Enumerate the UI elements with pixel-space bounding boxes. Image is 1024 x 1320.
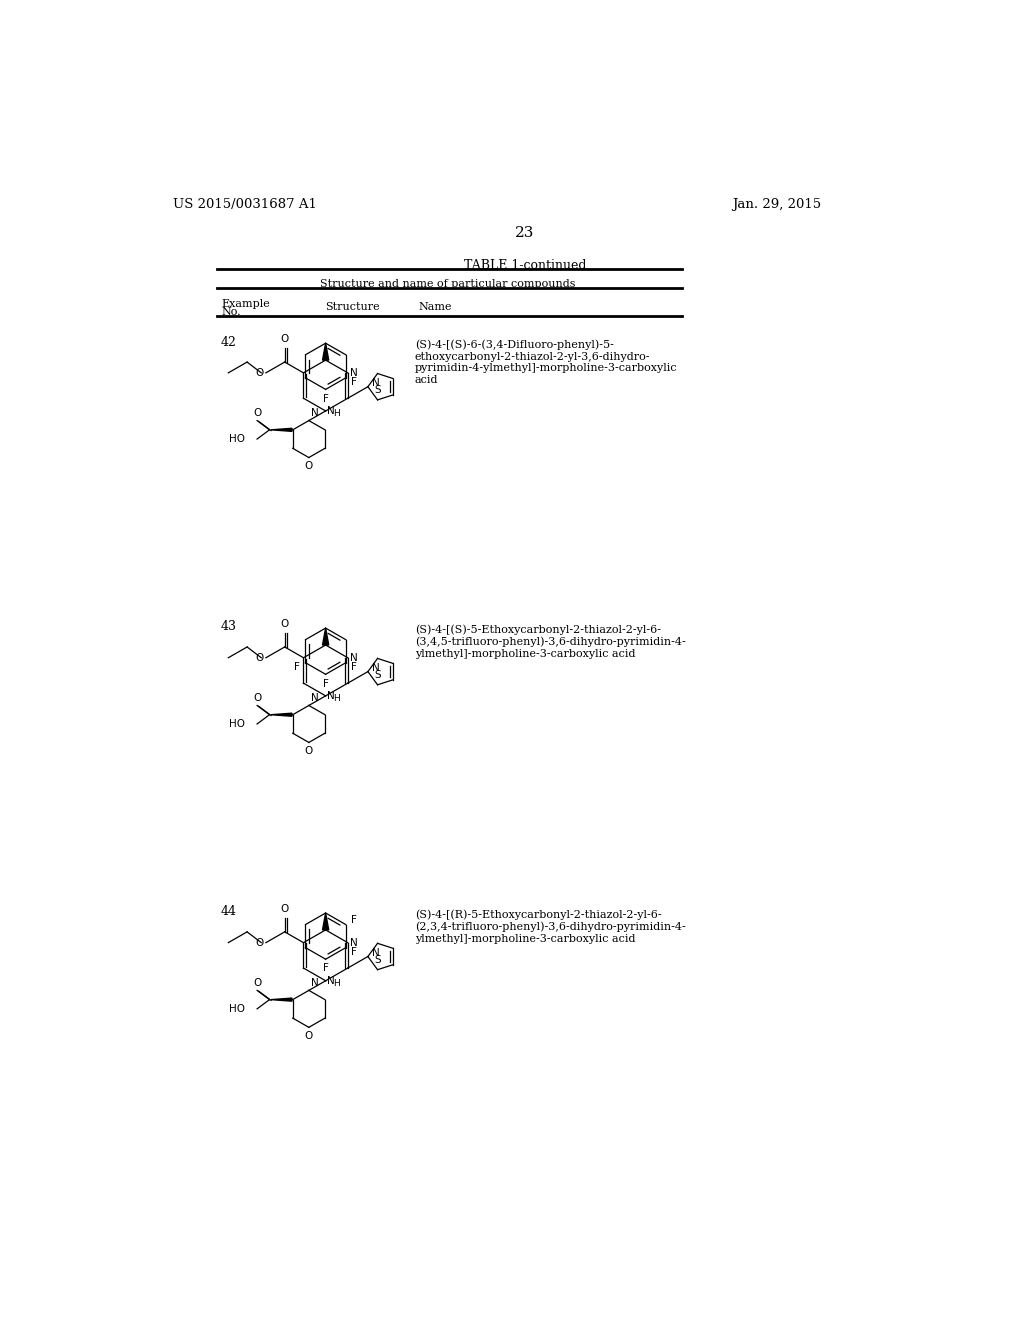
Text: N: N bbox=[350, 937, 357, 948]
Text: O: O bbox=[305, 462, 313, 471]
Text: F: F bbox=[323, 964, 329, 973]
Text: N: N bbox=[372, 948, 380, 958]
Text: N: N bbox=[328, 407, 335, 416]
Text: F: F bbox=[323, 678, 329, 689]
Text: N: N bbox=[350, 653, 357, 663]
Text: H: H bbox=[334, 694, 340, 702]
Text: O: O bbox=[281, 904, 289, 915]
Text: N: N bbox=[350, 368, 357, 378]
Text: 44: 44 bbox=[221, 906, 237, 919]
Text: Name: Name bbox=[419, 302, 453, 313]
Text: F: F bbox=[351, 948, 356, 957]
Polygon shape bbox=[271, 428, 292, 432]
Text: O: O bbox=[281, 619, 289, 630]
Text: 43: 43 bbox=[221, 620, 237, 634]
Text: N: N bbox=[311, 408, 318, 418]
Text: (S)-4-[(R)-5-Ethoxycarbonyl-2-thiazol-2-yl-6-
(2,3,4-trifluoro-phenyl)-3,6-dihyd: (S)-4-[(R)-5-Ethoxycarbonyl-2-thiazol-2-… bbox=[415, 909, 685, 944]
Text: F: F bbox=[295, 663, 300, 672]
Text: O: O bbox=[254, 693, 262, 704]
Text: Example: Example bbox=[221, 298, 269, 309]
Text: N: N bbox=[311, 693, 318, 704]
Text: TABLE 1-continued: TABLE 1-continued bbox=[464, 259, 586, 272]
Text: HO: HO bbox=[228, 434, 245, 444]
Text: S: S bbox=[374, 671, 381, 680]
Polygon shape bbox=[323, 628, 329, 645]
Text: F: F bbox=[351, 663, 356, 672]
Text: (S)-4-[(S)-5-Ethoxycarbonyl-2-thiazol-2-yl-6-
(3,4,5-trifluoro-phenyl)-3,6-dihyd: (S)-4-[(S)-5-Ethoxycarbonyl-2-thiazol-2-… bbox=[415, 624, 685, 659]
Polygon shape bbox=[323, 343, 329, 360]
Text: O: O bbox=[281, 334, 289, 345]
Text: N: N bbox=[372, 378, 380, 388]
Text: S: S bbox=[374, 956, 381, 965]
Text: O: O bbox=[305, 1031, 313, 1041]
Polygon shape bbox=[323, 913, 329, 929]
Text: O: O bbox=[255, 653, 263, 663]
Text: O: O bbox=[305, 746, 313, 756]
Text: Jan. 29, 2015: Jan. 29, 2015 bbox=[732, 198, 821, 211]
Text: N: N bbox=[328, 975, 335, 986]
Text: HO: HO bbox=[228, 719, 245, 729]
Text: HO: HO bbox=[228, 1005, 245, 1014]
Text: F: F bbox=[323, 393, 329, 404]
Text: 42: 42 bbox=[221, 335, 237, 348]
Text: 23: 23 bbox=[515, 226, 535, 240]
Text: F: F bbox=[351, 378, 356, 388]
Text: O: O bbox=[254, 978, 262, 989]
Text: No.: No. bbox=[221, 308, 241, 317]
Text: O: O bbox=[254, 408, 262, 418]
Polygon shape bbox=[271, 713, 292, 717]
Text: O: O bbox=[255, 937, 263, 948]
Text: US 2015/0031687 A1: US 2015/0031687 A1 bbox=[173, 198, 316, 211]
Text: S: S bbox=[374, 385, 381, 395]
Text: N: N bbox=[311, 978, 318, 989]
Text: F: F bbox=[351, 915, 356, 925]
Text: Structure and name of particular compounds: Structure and name of particular compoun… bbox=[319, 279, 575, 289]
Text: N: N bbox=[372, 663, 380, 673]
Text: N: N bbox=[328, 690, 335, 701]
Text: O: O bbox=[255, 368, 263, 378]
Text: (S)-4-[(S)-6-(3,4-Difluoro-phenyl)-5-
ethoxycarbonyl-2-thiazol-2-yl-3,6-dihydro-: (S)-4-[(S)-6-(3,4-Difluoro-phenyl)-5- et… bbox=[415, 339, 677, 384]
Polygon shape bbox=[271, 998, 292, 1001]
Text: Structure: Structure bbox=[326, 302, 380, 313]
Text: H: H bbox=[334, 409, 340, 417]
Text: H: H bbox=[334, 978, 340, 987]
